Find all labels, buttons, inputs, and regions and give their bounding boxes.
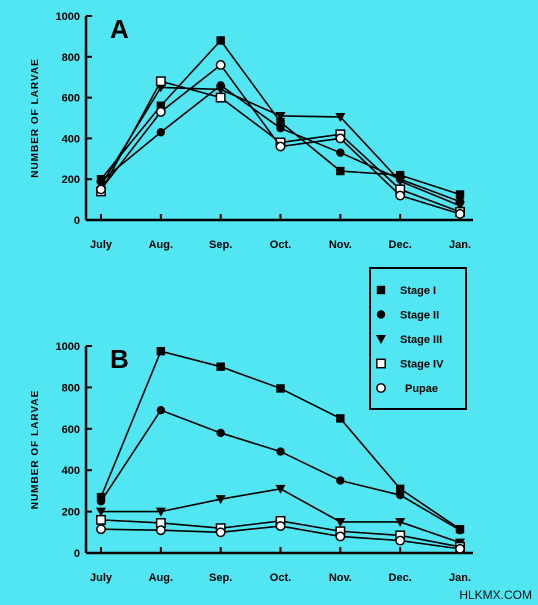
data-point (395, 190, 406, 201)
x-tick-label: July (90, 239, 113, 251)
data-point (275, 521, 286, 532)
y-tick-label: 600 (62, 424, 80, 436)
data-point (275, 484, 286, 494)
x-tick-label: Jan. (449, 572, 471, 584)
data-point (395, 490, 405, 500)
legend-label: Pupae (405, 383, 438, 395)
y-axis-label: NUMBER OF LARVAE (30, 390, 41, 510)
data-point (455, 526, 465, 535)
y-tick-label: 0 (74, 215, 80, 227)
x-tick-label: Dec. (389, 572, 412, 584)
data-point (336, 166, 345, 176)
data-point (336, 476, 345, 485)
data-point (276, 124, 285, 133)
legend-marker (376, 335, 386, 344)
data-point (155, 76, 166, 87)
data-point (395, 535, 406, 546)
legend-marker (376, 310, 386, 319)
legend-label: Stage II (400, 310, 439, 322)
y-tick-label: 1000 (56, 341, 80, 353)
data-point (156, 346, 166, 356)
x-tick-label: Jan. (449, 239, 471, 251)
data-point (155, 106, 166, 117)
series-line (100, 350, 461, 530)
data-point (455, 543, 465, 554)
y-tick-label: 200 (62, 507, 80, 519)
chart-panel-a: 0 200 400 600 800 1000 July Aug. Sep. Oct. Nov. Dec… (30, 11, 473, 251)
panel-letter: B (110, 344, 129, 374)
y-tick-label: 0 (74, 548, 80, 560)
data-point (335, 112, 346, 122)
panel-letter: A (110, 14, 129, 44)
x-tick-label: Nov. (329, 239, 352, 251)
data-point (276, 447, 285, 456)
data-point (455, 190, 465, 199)
data-point (335, 517, 346, 527)
legend-marker (376, 383, 386, 393)
x-tick-label: Nov. (329, 572, 352, 584)
watermark: HLKMX.COM (459, 588, 532, 602)
x-tick-label: Oct. (270, 572, 291, 584)
data-point (216, 362, 225, 371)
series-line (101, 487, 461, 544)
data-point (155, 507, 166, 517)
x-tick-label: Aug. (149, 572, 173, 584)
data-point (275, 141, 286, 152)
legend-marker (376, 285, 386, 295)
x-tick-label: July (90, 572, 113, 584)
legend-label: Stage III (400, 334, 442, 346)
data-point (215, 527, 226, 538)
y-tick-label: 400 (62, 465, 80, 477)
x-tick-label: Oct. (270, 239, 291, 251)
data-point (96, 497, 106, 506)
y-tick-label: 800 (62, 52, 80, 64)
x-tick-label: Aug. (149, 239, 173, 251)
data-point (96, 514, 106, 525)
legend-label: Stage I (400, 285, 436, 297)
data-point (275, 111, 286, 121)
legend-label: Stage IV (400, 359, 444, 371)
data-point (216, 36, 225, 45)
data-point (455, 201, 465, 211)
y-axis-label: NUMBER OF LARVAE (30, 58, 41, 178)
data-point (216, 428, 225, 438)
data-point (96, 184, 106, 195)
data-point (156, 101, 166, 110)
y-tick-label: 1000 (56, 11, 80, 23)
data-point (96, 507, 106, 517)
data-point (395, 177, 406, 187)
legend-box (369, 267, 467, 410)
data-point (156, 128, 166, 137)
y-tick-label: 800 (62, 382, 80, 394)
data-point (455, 208, 465, 219)
y-tick-label: 600 (62, 93, 80, 105)
legend-marker (376, 358, 386, 369)
y-tick-label: 400 (62, 133, 80, 145)
data-point (395, 517, 406, 527)
data-point (276, 384, 285, 393)
chart-panel-b: 0 200 400 600 800 1000 July Aug. Sep. Oct. Nov. Dec… (30, 341, 473, 584)
data-point (215, 92, 226, 103)
data-point (395, 484, 405, 494)
data-point (156, 405, 166, 415)
data-point (215, 495, 226, 505)
data-point (96, 524, 106, 535)
x-tick-label: Dec. (389, 239, 412, 251)
x-tick-label: Sep. (209, 239, 232, 251)
data-point (215, 60, 226, 70)
data-point (336, 414, 345, 423)
y-tick-label: 200 (62, 174, 80, 186)
x-tick-label: Sep. (209, 572, 232, 584)
data-point (335, 133, 346, 144)
data-point (155, 525, 166, 536)
data-point (335, 531, 346, 542)
data-point (336, 148, 345, 157)
data-point (215, 85, 226, 95)
legend: Stage I Stage II Stage III Stage IV Pupae (369, 267, 467, 410)
data-point (276, 117, 285, 127)
